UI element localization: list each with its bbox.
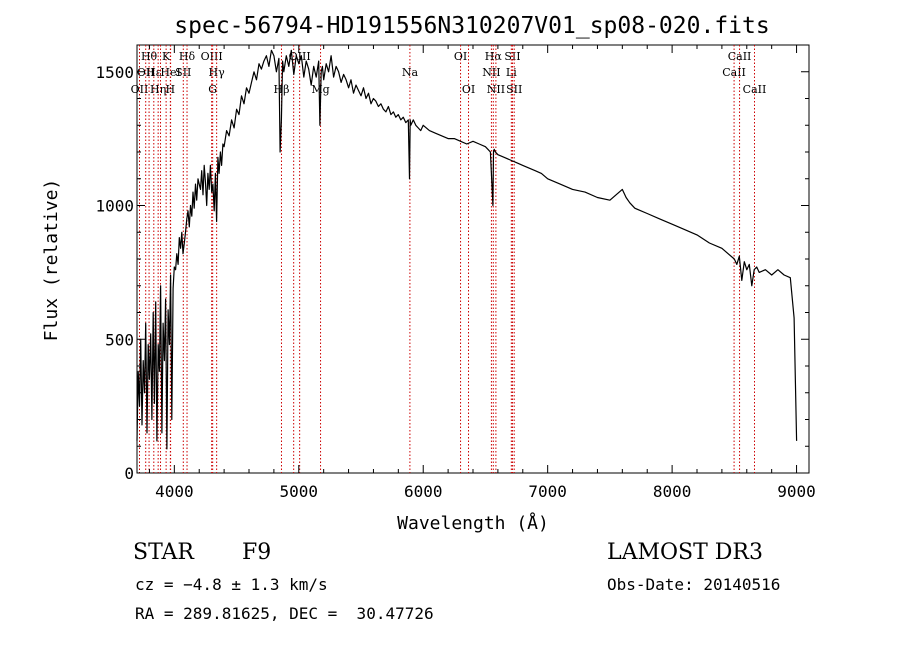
line-marker-label: Hθ bbox=[141, 50, 158, 63]
x-tick-label: 7000 bbox=[528, 482, 567, 501]
line-marker-label: H bbox=[166, 83, 176, 96]
x-tick-label: 8000 bbox=[653, 482, 692, 501]
object-type: STAR bbox=[133, 540, 194, 565]
plot-frame bbox=[136, 44, 810, 474]
y-axis-label: Flux (relative) bbox=[41, 179, 62, 342]
line-marker-label: NII bbox=[482, 66, 500, 79]
line-marker-label: CaII bbox=[728, 50, 752, 63]
line-marker-label: K bbox=[162, 50, 171, 63]
line-marker-label: CaII bbox=[743, 83, 767, 96]
x-tick-label: 9000 bbox=[777, 482, 816, 501]
observation-date: Obs-Date: 20140516 bbox=[607, 575, 781, 594]
x-axis-label: Wavelength (Å) bbox=[397, 512, 549, 534]
x-tick-label: 4000 bbox=[155, 482, 194, 501]
line-marker-label: SII bbox=[175, 66, 191, 79]
line-marker-label: Hδ bbox=[179, 50, 196, 63]
line-marker-label: OIII bbox=[201, 50, 223, 63]
line-marker-label: Hγ bbox=[209, 66, 226, 79]
line-marker-label: Hα bbox=[485, 50, 503, 63]
chart-title: spec-56794-HD191556N310207V01_sp08-020.f… bbox=[174, 13, 769, 39]
x-tick-label: 6000 bbox=[404, 482, 443, 501]
line-marker-label: SII bbox=[506, 83, 522, 96]
y-tick-label: 0 bbox=[124, 464, 134, 483]
line-marker-label: G bbox=[208, 83, 217, 96]
line-marker-label: Li bbox=[506, 66, 517, 79]
x-tick-label: 5000 bbox=[280, 482, 319, 501]
axes: 4000 5000 6000 7000 8000 9000 0 500 1000 1500 bbox=[95, 45, 816, 501]
line-marker-label: NII bbox=[487, 83, 505, 96]
line-marker-label: OI bbox=[454, 50, 467, 63]
line-marker-label: OIII bbox=[289, 50, 311, 63]
coordinates-readout: RA = 289.81625, DEC = 30.47726 bbox=[135, 604, 434, 623]
line-marker-label: Hε bbox=[146, 66, 162, 79]
line-marker-label: OII bbox=[137, 66, 155, 79]
line-marker-label: SII bbox=[504, 50, 520, 63]
spectrum-line bbox=[136, 49, 798, 450]
y-tick-label: 1500 bbox=[95, 63, 134, 82]
line-marker-label: Na bbox=[402, 66, 419, 79]
spectrum-series bbox=[136, 49, 798, 450]
redshift-readout: cz = −4.8 ± 1.3 km/s bbox=[135, 575, 328, 594]
line-marker-label: Hη bbox=[150, 83, 166, 96]
line-marker-label: OII bbox=[131, 83, 149, 96]
y-tick-label: 1000 bbox=[95, 197, 134, 216]
y-tick-label: 500 bbox=[105, 330, 134, 349]
line-marker-label: HeI bbox=[160, 66, 180, 79]
spectral-subclass: F9 bbox=[242, 540, 272, 565]
line-marker-label: CaII bbox=[722, 66, 746, 79]
survey-name: LAMOST DR3 bbox=[607, 540, 763, 565]
line-marker-label: OI bbox=[462, 83, 475, 96]
